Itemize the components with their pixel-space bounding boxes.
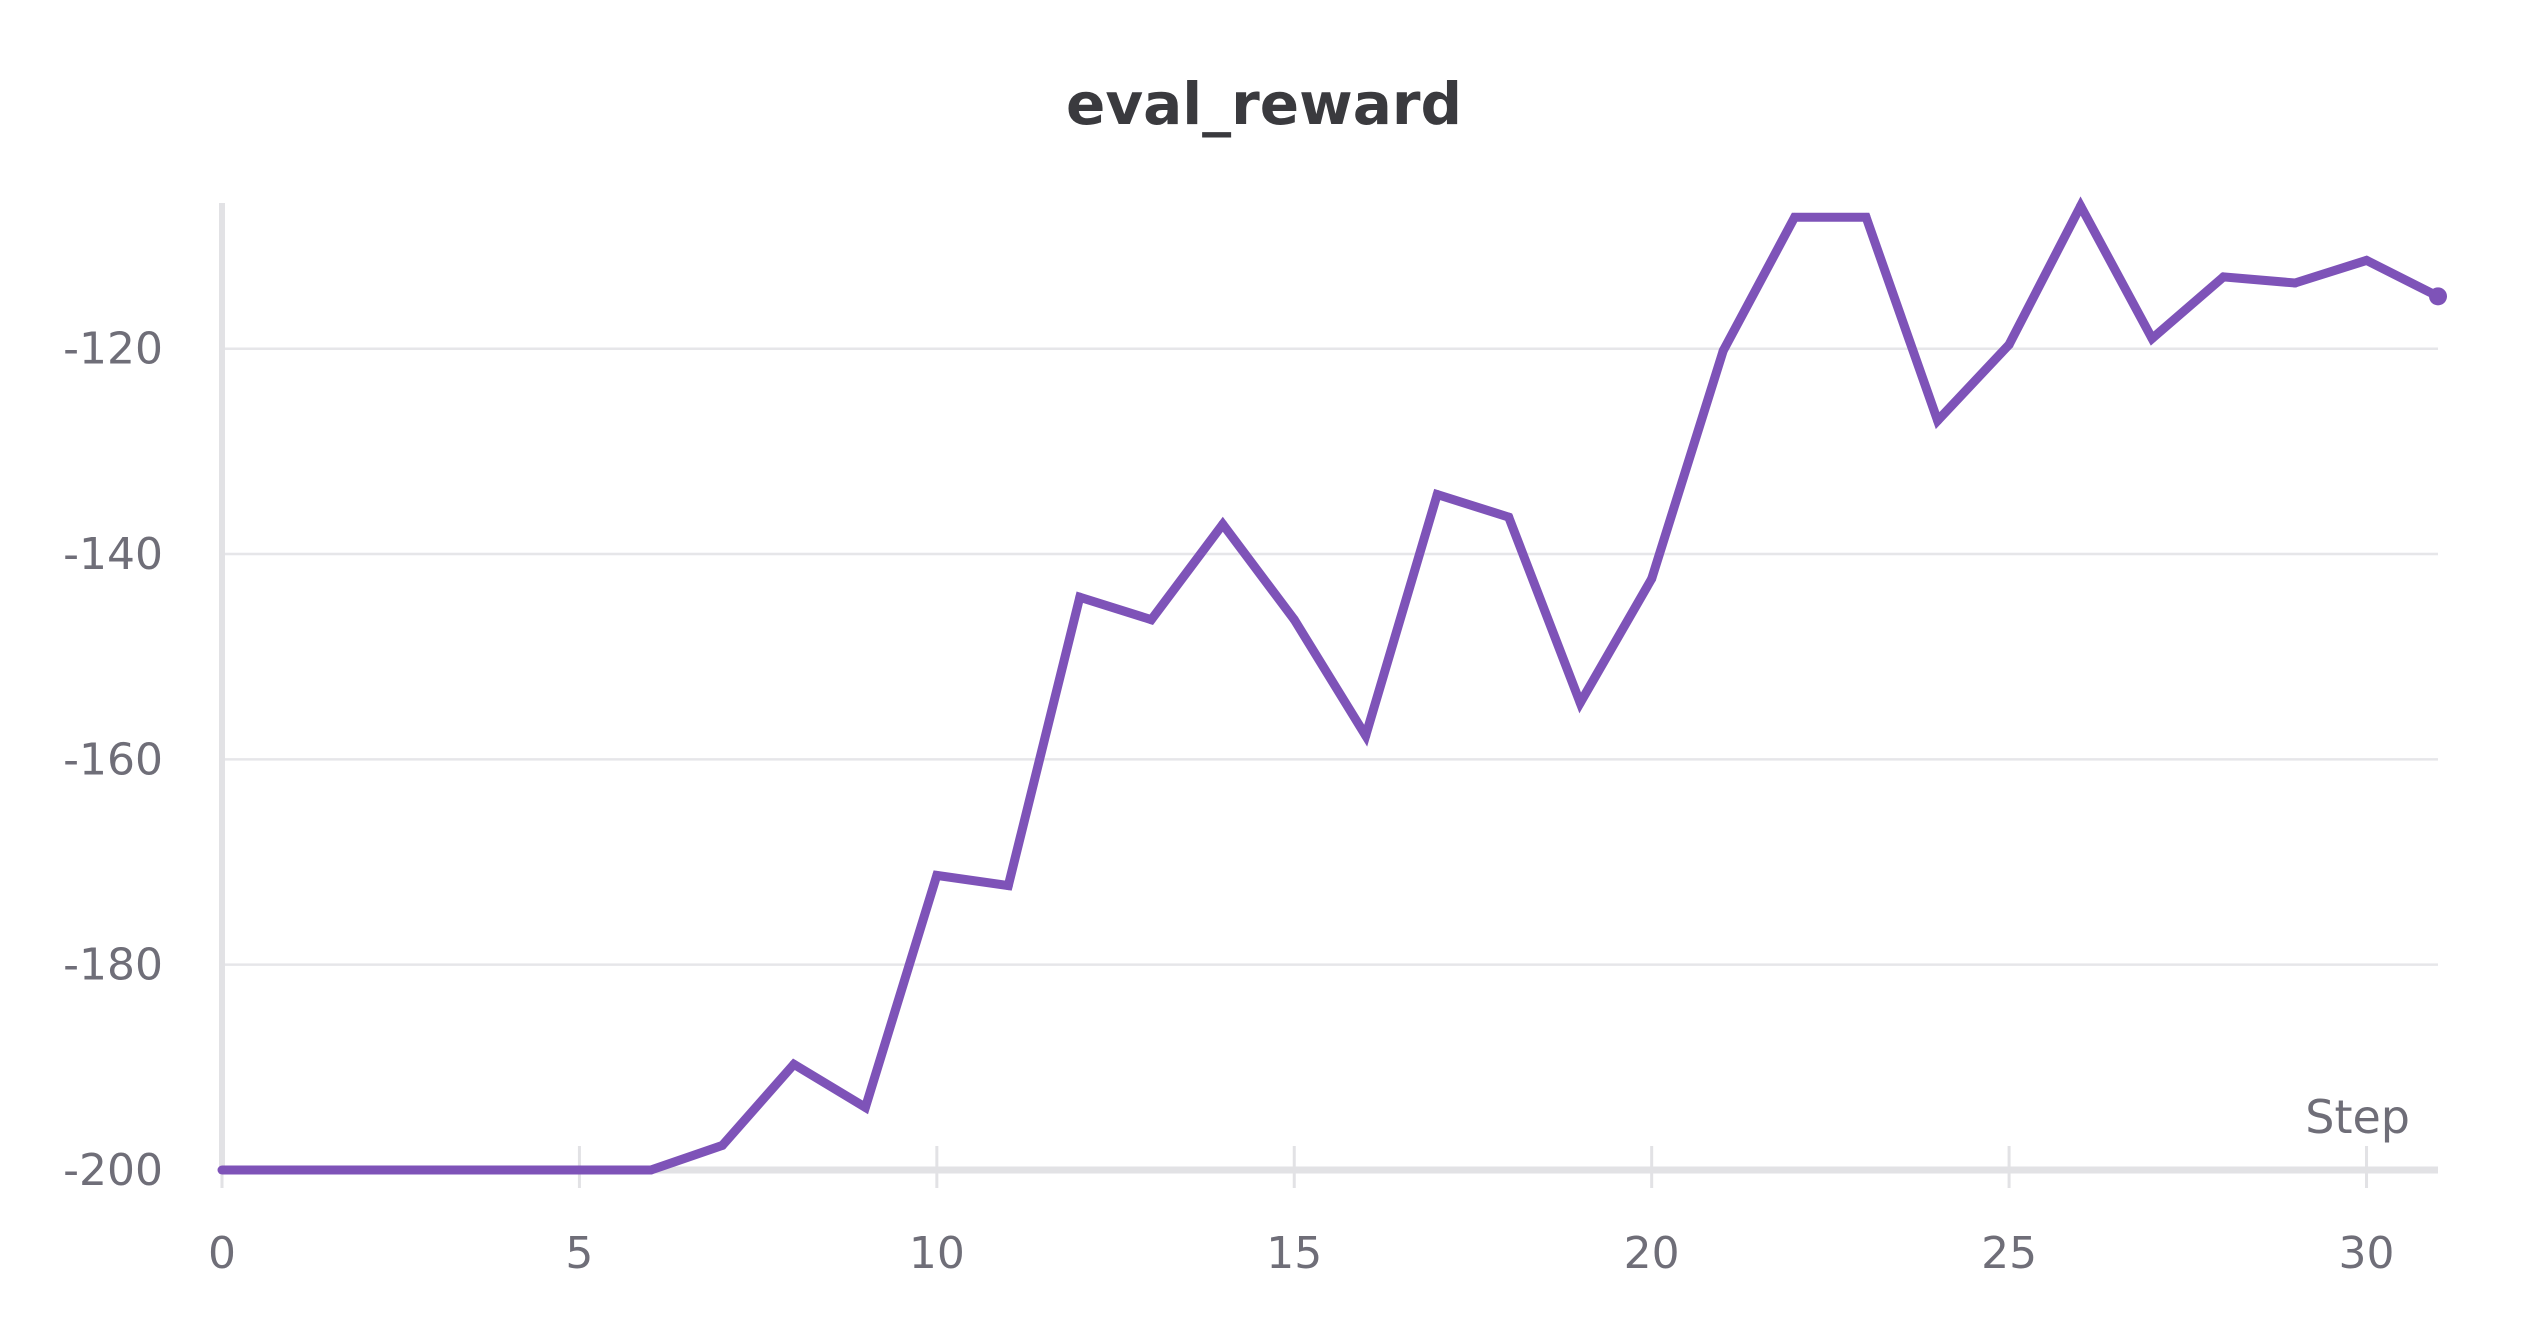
data-point (1575, 698, 1585, 708)
data-point (1933, 416, 1943, 426)
data-point (789, 1059, 799, 1069)
x-tick-label: 25 (1981, 1228, 2037, 1279)
series-layer (217, 196, 2447, 1175)
data-point (1718, 346, 1728, 356)
data-point (1790, 212, 1800, 222)
axes (219, 203, 2438, 1188)
data-point (503, 1165, 513, 1175)
tick-labels: -200 -180 -160 -140 -120 0 5 10 15 20 25 30 (63, 324, 2394, 1279)
data-point (1003, 881, 1013, 891)
x-tick-label: 30 (2339, 1228, 2395, 1279)
y-tick-label: -160 (63, 734, 163, 785)
data-point (1218, 519, 1228, 529)
y-tick-label: -200 (63, 1145, 163, 1196)
data-point (717, 1140, 727, 1150)
data-point (360, 1165, 370, 1175)
data-point (1432, 490, 1442, 499)
x-tick-label: 20 (1624, 1228, 1680, 1279)
data-point (574, 1165, 584, 1175)
gridlines (222, 347, 2438, 966)
data-point (1647, 574, 1657, 584)
x-tick-label: 15 (1266, 1228, 1322, 1279)
x-tick-label: 10 (909, 1228, 965, 1279)
y-tick-label: -180 (63, 940, 163, 991)
data-point (1289, 615, 1299, 625)
data-point (646, 1165, 656, 1175)
data-point (1361, 731, 1371, 741)
end-point-marker (2429, 287, 2447, 306)
data-point (288, 1165, 298, 1175)
y-tick-label: -140 (63, 529, 163, 580)
data-point (1504, 512, 1514, 522)
data-point (860, 1102, 870, 1112)
chart-title: eval_reward (1066, 70, 1462, 138)
data-point (431, 1165, 441, 1175)
data-point (1075, 592, 1085, 602)
y-tick-label: -120 (63, 324, 163, 375)
x-axis-title: Step (2305, 1090, 2410, 1144)
data-point (2362, 255, 2372, 265)
data-point (932, 870, 942, 880)
series-line (222, 196, 2441, 1175)
data-point (1861, 212, 1871, 222)
data-point (1146, 615, 1156, 625)
data-point (217, 1165, 227, 1175)
x-tick-label: 5 (565, 1228, 593, 1279)
data-point (2004, 340, 2014, 350)
x-tick-label: 0 (208, 1228, 236, 1279)
data-point (2147, 333, 2157, 343)
data-point (2219, 272, 2229, 282)
data-point (2076, 201, 2086, 211)
data-point (2290, 278, 2300, 288)
